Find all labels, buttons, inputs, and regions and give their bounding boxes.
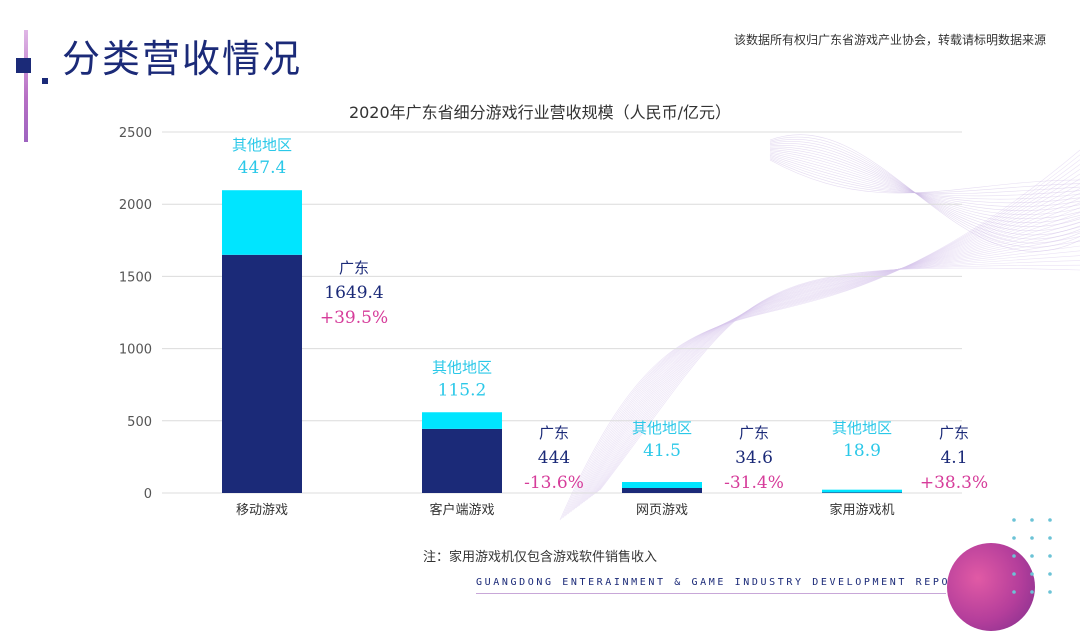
x-category-label: 移动游戏 <box>236 503 288 518</box>
x-category-label: 网页游戏 <box>636 503 688 518</box>
series-label-other: 其他地区 <box>632 419 692 437</box>
y-tick-label: 2000 <box>119 198 152 213</box>
decor-dot <box>1030 590 1034 594</box>
growth-label: -13.6% <box>524 473 584 493</box>
value-label-other: 41.5 <box>643 441 681 461</box>
x-category-label: 客户端游戏 <box>429 502 494 518</box>
decor-dot <box>1030 518 1034 522</box>
series-label-other: 其他地区 <box>432 358 492 376</box>
y-axis: 0 500 1000 1500 2000 2500 <box>119 126 152 502</box>
series-label-other: 其他地区 <box>832 419 892 437</box>
value-label-guangdong: 4.1 <box>940 448 967 468</box>
decor-dot <box>1012 572 1016 576</box>
bar-chart: 2020年广东省细分游戏行业营收规模（人民币/亿元） 0 500 1000 1500 2… <box>119 103 1080 521</box>
copyright-note: 该数据所有权归广东省游戏产业协会，转载请标明数据来源 <box>733 33 1046 47</box>
series-label-guangdong: 广东 <box>939 424 969 442</box>
decor-dot <box>1048 554 1052 558</box>
footer-divider <box>476 593 946 594</box>
decor-dot <box>1030 572 1034 576</box>
chart-container: 2020年广东省细分游戏行业营收规模（人民币/亿元） 0 500 1000 1500 2… <box>119 103 1080 521</box>
bar-other-region <box>622 482 702 489</box>
accent-dot <box>42 78 48 84</box>
decor-dot <box>1012 518 1016 522</box>
decor-dot <box>1030 554 1034 558</box>
footnote: 注：家用游戏机仅包含游戏软件销售收入 <box>422 550 657 565</box>
bar-other-region <box>222 190 302 255</box>
growth-label: +38.3% <box>920 473 988 493</box>
y-tick-label: 0 <box>144 487 152 502</box>
decor-dot <box>1012 554 1016 558</box>
value-label-other: 18.9 <box>843 441 881 461</box>
bar-guangdong <box>622 488 702 493</box>
series-label-guangdong: 广东 <box>739 424 769 442</box>
bar-guangdong <box>822 492 902 493</box>
accent-square <box>16 58 31 73</box>
x-category-label: 家用游戏机 <box>829 502 894 518</box>
chart-title: 2020年广东省细分游戏行业营收规模（人民币/亿元） <box>349 103 731 122</box>
y-tick-label: 1000 <box>119 343 152 358</box>
series-label-other: 其他地区 <box>232 136 292 154</box>
y-tick-label: 500 <box>127 415 152 430</box>
y-tick-label: 1500 <box>119 270 152 285</box>
dot-grid-decoration <box>1012 518 1052 594</box>
accent-bar <box>24 30 28 142</box>
series-label-guangdong: 广东 <box>539 424 569 442</box>
decorative-waves <box>559 134 1080 521</box>
decor-dot <box>1030 536 1034 540</box>
series-label-guangdong: 广东 <box>339 259 369 277</box>
decor-dot <box>1048 518 1052 522</box>
bar-other-region <box>422 412 502 429</box>
growth-label: -31.4% <box>724 473 784 493</box>
data-labels: 其他地区 447.4 广东 1649.4 +39.5% 其他地区 115.2 广东 444 -13… <box>232 136 988 493</box>
growth-label: +39.5% <box>320 308 388 328</box>
decor-dot <box>1048 536 1052 540</box>
value-label-guangdong: 34.6 <box>735 448 773 468</box>
x-axis: 移动游戏 客户端游戏 网页游戏 家用游戏机 <box>236 502 895 518</box>
value-label-other: 115.2 <box>438 380 487 400</box>
report-name: GUANGDONG ENTERAINMENT & GAME INDUSTRY D… <box>476 577 968 588</box>
decor-dot <box>1048 590 1052 594</box>
value-label-guangdong: 1649.4 <box>324 283 383 303</box>
bars <box>222 190 902 493</box>
value-label-other: 447.4 <box>238 158 287 178</box>
value-label-guangdong: 444 <box>538 448 570 468</box>
page-title: 分类营收情况 <box>62 37 303 81</box>
bar-guangdong <box>422 428 502 493</box>
decor-dot <box>1012 590 1016 594</box>
y-tick-label: 2500 <box>119 126 152 141</box>
decor-dot <box>1048 572 1052 576</box>
bar-other-region <box>822 489 902 493</box>
decor-dot <box>1012 536 1016 540</box>
bar-guangdong <box>222 254 302 493</box>
